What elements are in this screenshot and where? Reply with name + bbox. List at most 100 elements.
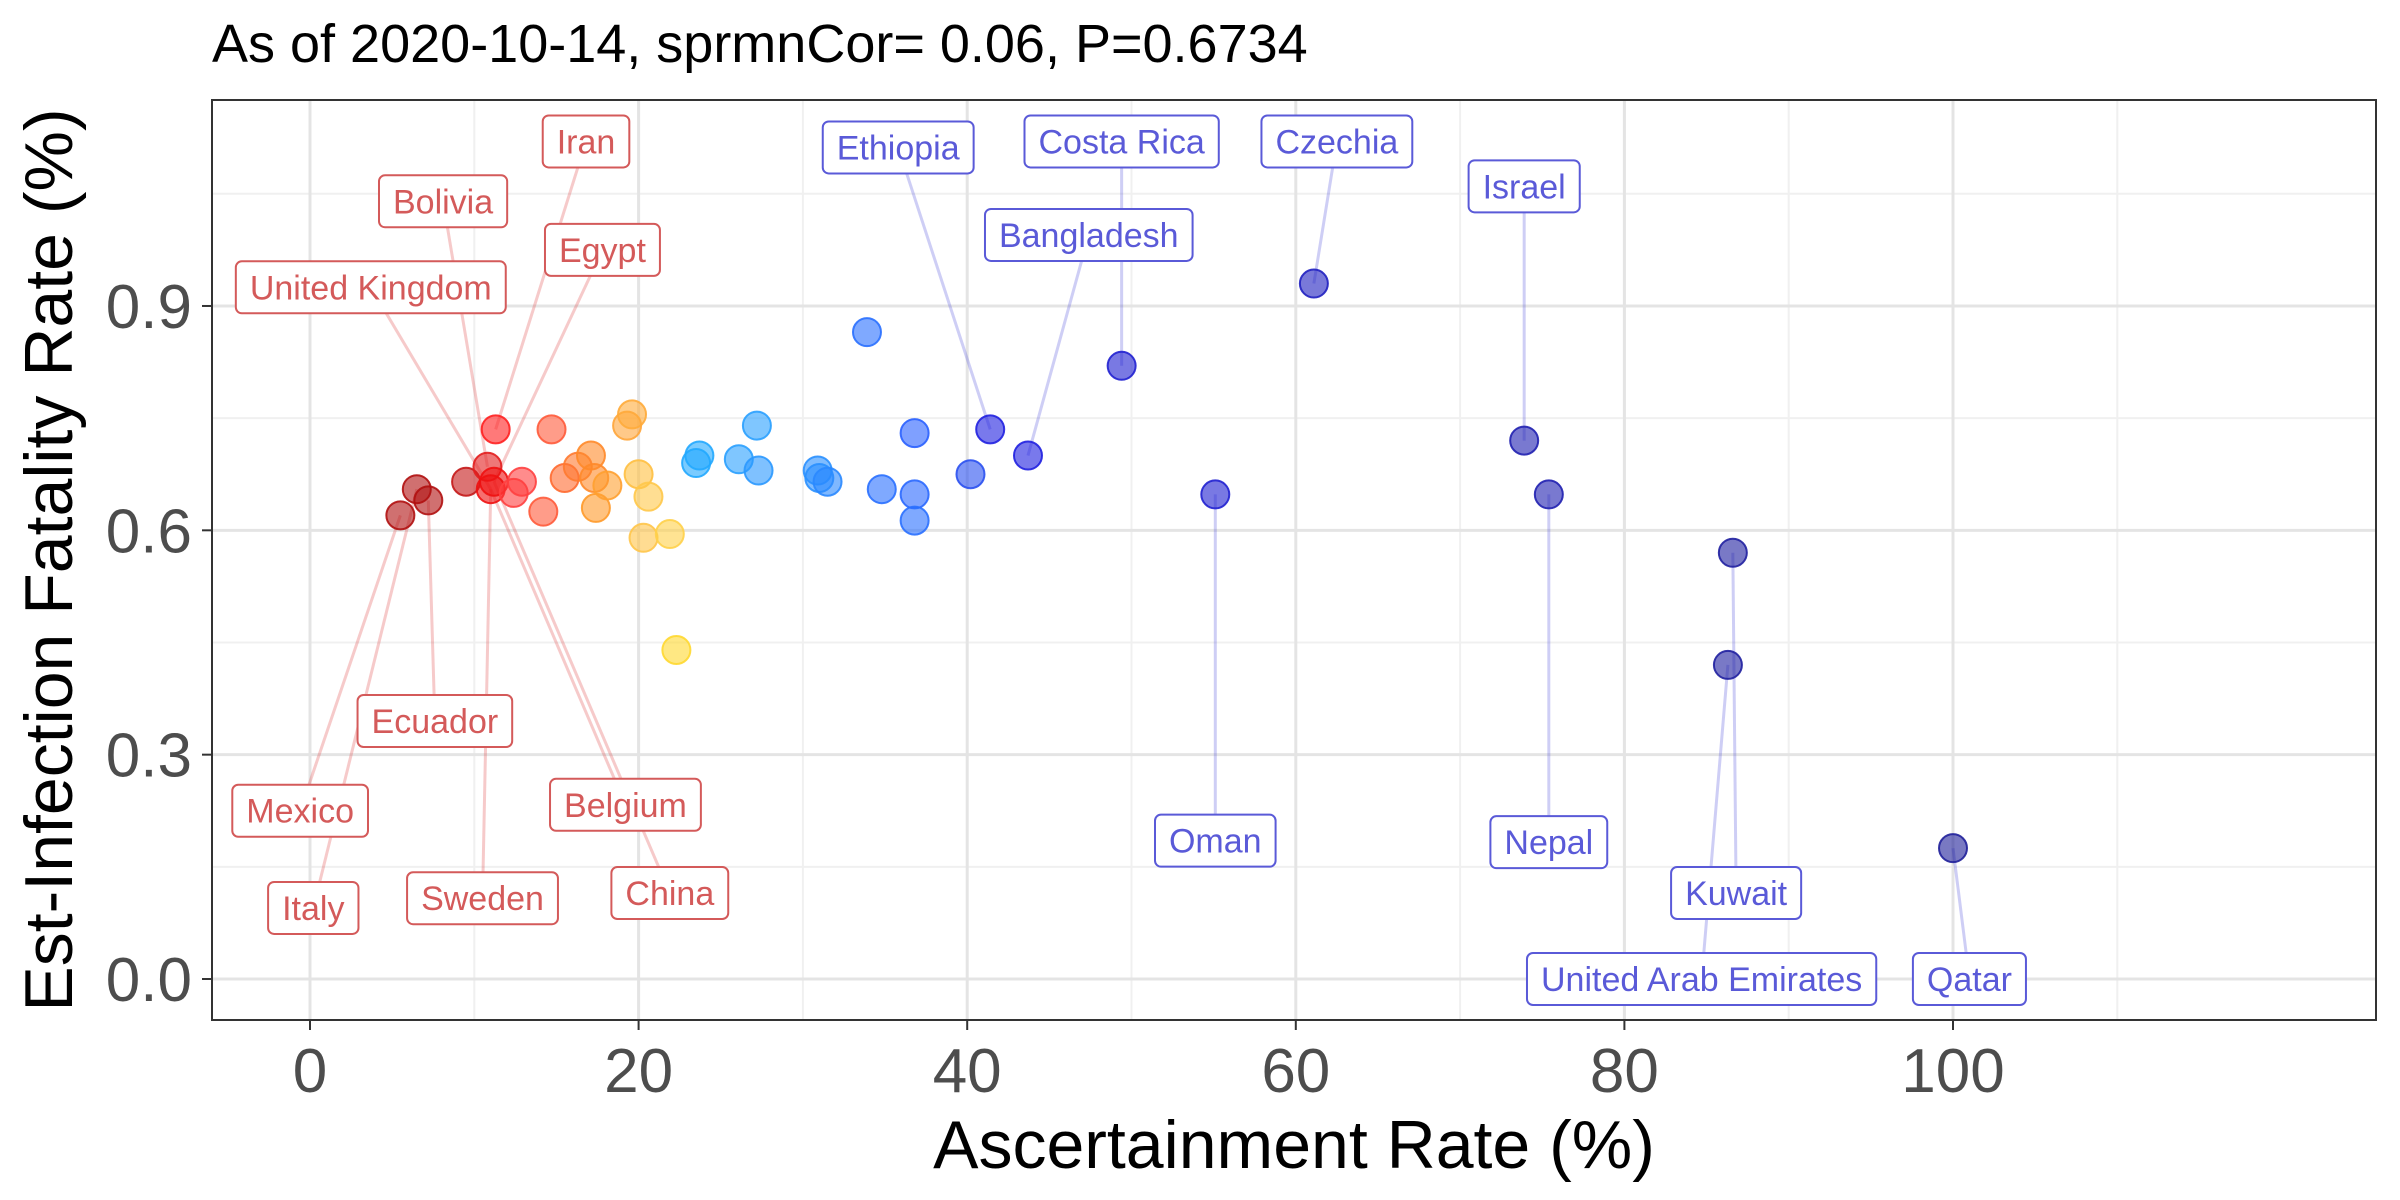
data-point: [741, 410, 772, 441]
point-label: Qatar: [1911, 952, 2027, 1006]
label-connector-line: [1731, 552, 1738, 894]
point-label-box: [267, 880, 360, 935]
point-label-text: Sweden: [421, 880, 544, 918]
point-label: United Arab Emirates: [1525, 952, 1878, 1006]
point-label-box: [406, 871, 559, 926]
point-label: Bangladesh: [983, 207, 1194, 262]
point-label-text: Italy: [282, 890, 344, 928]
point-label-box: [1467, 159, 1581, 214]
point-label-box: [610, 866, 730, 921]
label-connector-line: [1026, 234, 1091, 456]
point-label: Nepal: [1489, 815, 1609, 870]
data-point: [628, 522, 659, 553]
data-point: [528, 496, 559, 527]
label-connector-line: [896, 146, 992, 430]
point-label-box: [1525, 952, 1878, 1006]
point-label-text: United Kingdom: [250, 269, 492, 307]
data-point: [536, 414, 567, 445]
data-point: [1012, 440, 1043, 471]
point-label: Israel: [1467, 159, 1581, 214]
data-point: [851, 317, 882, 348]
point-label: Costa Rica: [1023, 114, 1220, 169]
point-label: Czechia: [1260, 114, 1414, 169]
y-tick-label: 0.6: [106, 497, 192, 566]
data-point: [899, 479, 930, 510]
point-label-box: [821, 120, 975, 175]
point-labels: Iran Bolivia Egypt United Kingdom Ecuador Mex…: [231, 114, 2027, 1006]
point-label-text: Kuwait: [1685, 875, 1788, 913]
x-tick-label: 100: [1901, 1037, 2004, 1106]
point-label-box: [1911, 952, 2027, 1006]
point-label: Ethiopia: [821, 120, 975, 175]
point-label-text: Qatar: [1927, 961, 2012, 999]
y-tick-label: 0.3: [106, 722, 192, 791]
data-point: [506, 466, 537, 497]
data-point: [812, 466, 843, 497]
data-point: [955, 459, 986, 490]
point-label-text: Ethiopia: [837, 129, 960, 167]
point-label-text: Ecuador: [372, 703, 499, 741]
label-connector-line: [426, 500, 437, 722]
data-point: [1533, 479, 1564, 510]
point-label-box: [541, 114, 631, 169]
point-label: China: [610, 866, 730, 921]
label-connector-line: [481, 489, 493, 899]
data-point: [661, 634, 692, 665]
x-tick-label: 80: [1590, 1037, 1659, 1106]
point-label-text: Israel: [1483, 168, 1566, 206]
point-label-box: [543, 222, 661, 277]
data-point: [1717, 537, 1748, 568]
data-point: [1938, 833, 1968, 864]
point-label-box: [1670, 866, 1803, 921]
y-axis-ticks: 0.0 0.3 0.6 0.9: [106, 273, 212, 1015]
point-label: Sweden: [406, 871, 559, 926]
data-point: [480, 414, 511, 445]
point-label: Belgium: [549, 777, 702, 832]
plot-panel-border: [211, 99, 2377, 1021]
data-point: [899, 418, 930, 449]
x-tick-label: 60: [1261, 1037, 1330, 1106]
point-label-text: Oman: [1169, 823, 1262, 861]
point-label-text: Bolivia: [393, 183, 493, 221]
data-point: [1200, 479, 1231, 510]
point-label: Italy: [267, 880, 360, 935]
label-connectors: [298, 141, 1971, 980]
x-tick-label: 20: [604, 1037, 673, 1106]
point-label-box: [1260, 114, 1414, 169]
point-label-box: [1489, 815, 1609, 870]
label-connector-line: [369, 286, 493, 490]
data-point: [1106, 350, 1137, 381]
point-label: Egypt: [543, 222, 661, 277]
x-tick-label: 0: [293, 1037, 327, 1106]
point-label-text: Belgium: [564, 787, 687, 825]
point-label-text: Czechia: [1275, 123, 1398, 161]
y-tick-label: 0.9: [106, 273, 192, 342]
point-label-text: Nepal: [1504, 824, 1593, 862]
point-label-text: Egypt: [559, 232, 646, 270]
data-point: [592, 470, 623, 501]
data-point: [743, 455, 774, 486]
point-label: Mexico: [231, 783, 369, 838]
point-label: Ecuador: [356, 694, 514, 749]
data-point: [385, 500, 416, 531]
label-connector-line: [298, 514, 402, 812]
point-label: Bolivia: [377, 174, 509, 229]
point-label-box: [1153, 813, 1277, 868]
point-label: Kuwait: [1670, 866, 1803, 921]
point-label-box: [231, 783, 369, 838]
data-points: [385, 268, 1968, 864]
data-point: [1298, 268, 1329, 299]
data-point: [1509, 425, 1540, 456]
point-label-text: Mexico: [246, 793, 354, 831]
data-point: [899, 505, 930, 536]
point-label: Oman: [1153, 813, 1277, 868]
point-label-text: Costa Rica: [1039, 123, 1205, 161]
y-tick-label: 0.0: [106, 946, 192, 1015]
label-connector-line: [494, 141, 588, 430]
point-label-text: Bangladesh: [999, 217, 1179, 255]
data-point: [413, 485, 444, 516]
point-label-box: [356, 694, 514, 749]
point-label-box: [377, 174, 509, 229]
x-axis-ticks: 0 20 40 60 80 100: [293, 1020, 2005, 1106]
point-label-box: [1023, 114, 1220, 169]
